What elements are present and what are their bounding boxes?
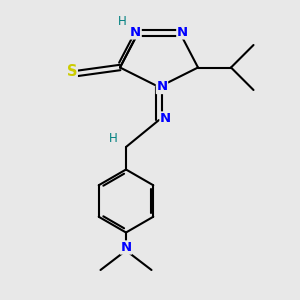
Text: N: N (120, 241, 132, 254)
Text: H: H (118, 15, 127, 28)
Text: N: N (156, 80, 168, 94)
Text: N: N (160, 112, 171, 125)
Text: N: N (177, 26, 188, 39)
Text: S: S (67, 64, 77, 80)
Text: N: N (130, 26, 141, 39)
Text: H: H (109, 132, 118, 145)
